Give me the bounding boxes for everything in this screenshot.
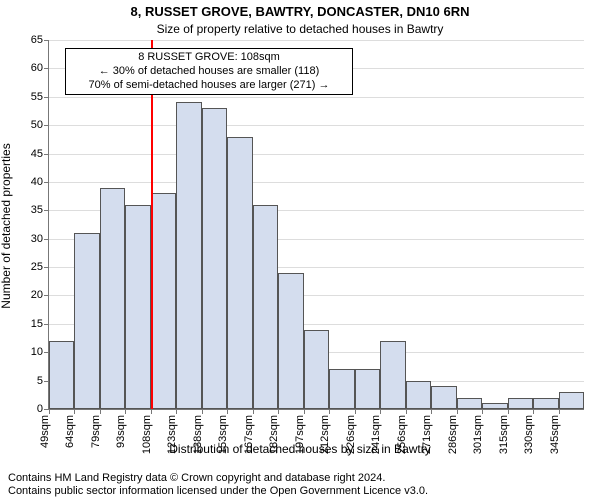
histogram-bar xyxy=(49,341,74,409)
y-axis-label: Number of detached properties xyxy=(0,143,13,308)
ytick-label: 55 xyxy=(31,91,49,103)
xtick-mark xyxy=(304,409,305,414)
histogram-bar xyxy=(74,233,99,409)
histogram-bar xyxy=(508,398,533,409)
xtick-mark xyxy=(380,409,381,414)
ytick-label: 60 xyxy=(31,62,49,74)
ytick-label: 35 xyxy=(31,204,49,216)
xtick-mark xyxy=(74,409,75,414)
histogram-bar xyxy=(202,108,227,409)
xtick-mark xyxy=(253,409,254,414)
ytick-label: 45 xyxy=(31,148,49,160)
reference-line xyxy=(151,40,153,409)
xtick-mark xyxy=(151,409,152,414)
histogram-bar xyxy=(533,398,558,409)
page-title: 8, RUSSET GROVE, BAWTRY, DONCASTER, DN10… xyxy=(0,4,600,19)
xtick-mark xyxy=(202,409,203,414)
ytick-label: 15 xyxy=(31,318,49,330)
footer-line-2: Contains public sector information licen… xyxy=(8,485,428,498)
gridline xyxy=(49,97,584,98)
annotation-box: 8 RUSSET GROVE: 108sqm← 30% of detached … xyxy=(65,48,353,95)
annotation-line-2: ← 30% of detached houses are smaller (11… xyxy=(70,65,348,79)
xtick-mark xyxy=(559,409,560,414)
xtick-mark xyxy=(227,409,228,414)
histogram-bar xyxy=(304,330,329,409)
xtick-mark xyxy=(457,409,458,414)
xtick-mark xyxy=(125,409,126,414)
ytick-label: 30 xyxy=(31,233,49,245)
histogram-bar xyxy=(151,193,176,409)
histogram-bar xyxy=(406,381,431,409)
ytick-label: 50 xyxy=(31,119,49,131)
xtick-mark xyxy=(431,409,432,414)
ytick-label: 5 xyxy=(37,375,49,387)
histogram-bar xyxy=(380,341,405,409)
xtick-mark xyxy=(355,409,356,414)
x-axis-label: Distribution of detached houses by size … xyxy=(0,442,600,456)
histogram-bar xyxy=(355,369,380,409)
annotation-line-3: 70% of semi-detached houses are larger (… xyxy=(70,79,348,93)
xtick-mark xyxy=(329,409,330,414)
xtick-mark xyxy=(508,409,509,414)
histogram-bar xyxy=(329,369,354,409)
gridline xyxy=(49,125,584,126)
gridline xyxy=(49,154,584,155)
histogram-bar xyxy=(100,188,125,409)
ytick-label: 40 xyxy=(31,176,49,188)
page-subtitle: Size of property relative to detached ho… xyxy=(0,22,600,36)
histogram-bar xyxy=(431,386,456,409)
xtick-mark xyxy=(278,409,279,414)
ytick-label: 25 xyxy=(31,261,49,273)
ytick-label: 65 xyxy=(31,34,49,46)
histogram-bar xyxy=(482,403,507,409)
footer-line-1: Contains HM Land Registry data © Crown c… xyxy=(8,472,428,485)
ytick-label: 20 xyxy=(31,289,49,301)
xtick-mark xyxy=(176,409,177,414)
histogram-bar xyxy=(125,205,150,409)
histogram-bar xyxy=(559,392,584,409)
annotation-line-1: 8 RUSSET GROVE: 108sqm xyxy=(70,51,348,65)
ytick-label: 10 xyxy=(31,346,49,358)
histogram-bar xyxy=(176,102,201,409)
histogram-bar xyxy=(227,137,252,409)
footer: Contains HM Land Registry data © Crown c… xyxy=(8,472,428,498)
histogram-bar xyxy=(253,205,278,409)
xtick-mark xyxy=(533,409,534,414)
gridline xyxy=(49,182,584,183)
histogram-bar xyxy=(278,273,303,409)
xtick-mark xyxy=(49,409,50,414)
xtick-mark xyxy=(100,409,101,414)
xtick-mark xyxy=(406,409,407,414)
ytick-label: 0 xyxy=(37,403,49,415)
gridline xyxy=(49,40,584,41)
histogram-plot: 0510152025303540455055606549sqm64sqm79sq… xyxy=(48,40,584,410)
histogram-bar xyxy=(457,398,482,409)
xtick-mark xyxy=(482,409,483,414)
